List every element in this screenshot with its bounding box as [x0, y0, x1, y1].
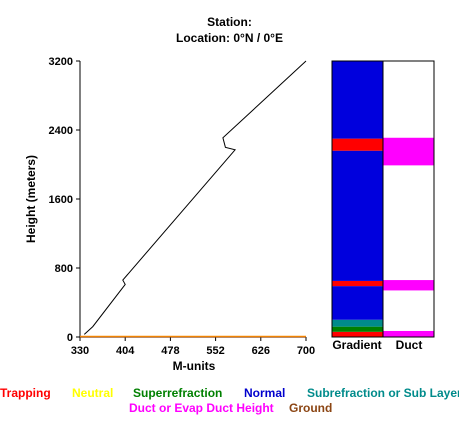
gradient-band — [332, 280, 383, 287]
x-tick-label: 626 — [252, 345, 270, 357]
gradient-band — [332, 326, 383, 332]
x-tick-label: 700 — [297, 345, 315, 357]
duct-band — [383, 330, 434, 337]
x-tick-label: 404 — [116, 345, 135, 357]
y-axis-label: Height (meters) — [24, 155, 38, 243]
legend-superrefraction: Superrefraction — [133, 386, 223, 400]
x-axis-label: M-units — [173, 359, 216, 373]
legend-ground: Ground — [289, 401, 333, 415]
plot-area: 0 800 1600 2400 3200 330 404 478 552 626 700 — [49, 56, 316, 357]
profile-panels — [331, 60, 435, 338]
legend-trapping: Trapping — [0, 386, 51, 400]
y-tick-label: 2400 — [49, 125, 73, 137]
location-subtitle: Location: 0°N / 0°E — [176, 31, 283, 45]
legend-duct: Duct or Evap Duct Height — [129, 401, 274, 415]
y-tick-label: 0 — [67, 332, 73, 344]
gradient-band — [332, 319, 383, 327]
y-tick-label: 1600 — [49, 194, 73, 206]
legend-subrefraction: Subrefraction or Sub Layer — [307, 386, 459, 400]
x-tick-label: 478 — [161, 345, 179, 357]
gradient-band — [332, 331, 383, 337]
station-title: Station: — [207, 15, 252, 29]
x-tick-label: 552 — [206, 345, 224, 357]
x-tick-label: 330 — [71, 345, 89, 357]
legend-normal: Normal — [244, 386, 286, 400]
y-tick-label: 3200 — [49, 56, 73, 68]
gradient-band — [332, 150, 383, 281]
duct-band — [383, 137, 434, 166]
y-tick-label: 800 — [55, 263, 73, 275]
gradient-band — [332, 138, 383, 151]
m-profile-line — [83, 60, 307, 335]
gradient-band — [332, 61, 383, 139]
legend-neutral: Neutral — [72, 386, 114, 400]
duct-panel-frame — [382, 60, 435, 338]
gradient-panel-label: Gradient — [332, 338, 381, 352]
gradient-band — [332, 286, 383, 320]
duct-band — [383, 280, 434, 291]
duct-panel-label: Duct — [396, 338, 423, 352]
